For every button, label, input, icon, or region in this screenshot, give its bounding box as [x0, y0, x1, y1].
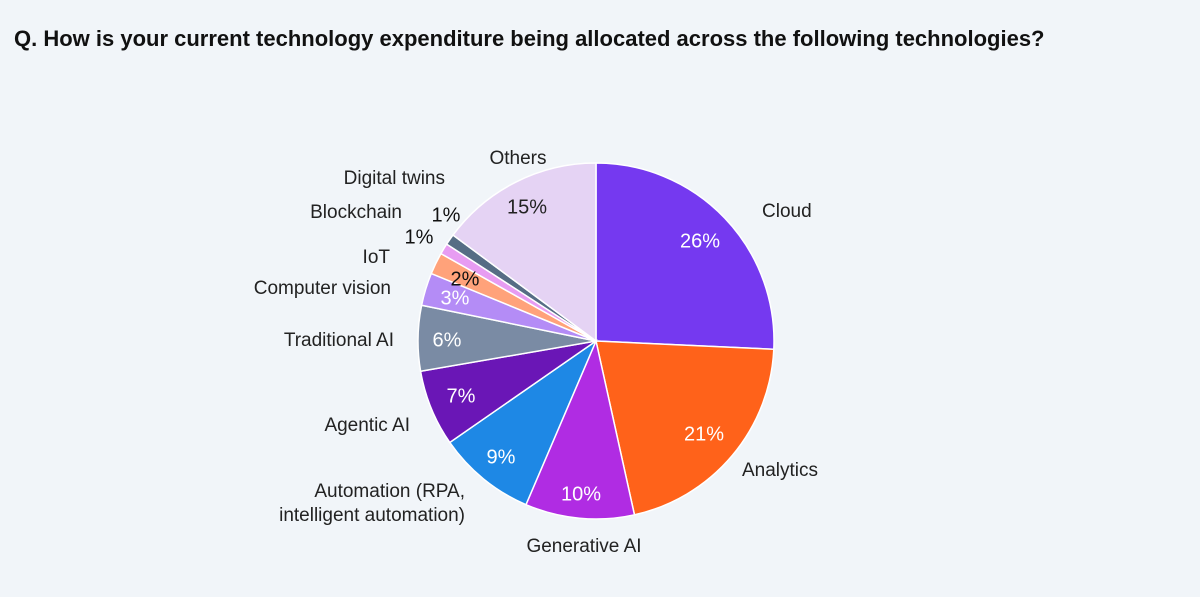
- value-label-iot: 2%: [451, 268, 480, 290]
- value-label-generative-ai: 10%: [561, 483, 601, 505]
- category-label-generative-ai: Generative AI: [526, 536, 641, 557]
- category-label-traditional-ai: Traditional AI: [284, 330, 394, 351]
- pie-slice-analytics: [595, 340, 775, 516]
- category-labels: Cloud Analytics Generative AI Automation (R…: [254, 148, 818, 557]
- category-label-digital-twins: Digital twins: [344, 168, 445, 189]
- percentage-labels: 26% 21% 10% 9% 7% 6% 3%2% 1%1% 15%: [405, 196, 725, 505]
- value-label-cloud: 26%: [680, 230, 720, 252]
- category-label-automation-rpa-intelligent-automation-line-1: Automation (RPA,: [314, 481, 465, 502]
- pie-slice-cloud: [595, 162, 775, 351]
- value-label-digital-twins: 1%: [432, 204, 461, 226]
- category-label-others: Others: [489, 148, 546, 169]
- value-label-traditional-ai: 6%: [433, 329, 462, 351]
- value-label-automation-rpa-intelligent-automation: 9%: [487, 446, 516, 468]
- pie-slice-others: [451, 162, 597, 343]
- category-label-iot: IoT: [363, 247, 391, 268]
- category-label-analytics: Analytics: [742, 460, 818, 481]
- value-label-computer-vision: 3%: [441, 287, 470, 309]
- category-label-blockchain: Blockchain: [310, 202, 402, 223]
- chart-title: Q. How is your current technology expend…: [14, 26, 1045, 51]
- value-label-analytics: 21%: [684, 423, 724, 445]
- category-label-cloud: Cloud: [762, 201, 812, 222]
- value-label-agentic-ai: 7%: [447, 385, 476, 407]
- category-label-computer-vision: Computer vision: [254, 278, 391, 299]
- value-label-others: 15%: [507, 196, 547, 218]
- pie-slice-automation-rpa-intelligent-automation: [448, 338, 598, 506]
- category-label-automation-rpa-intelligent-automation-line-2: intelligent automation): [279, 505, 465, 526]
- category-label-agentic-ai: Agentic AI: [324, 415, 410, 436]
- pie-slices: [417, 162, 775, 520]
- value-label-blockchain: 1%: [405, 226, 434, 248]
- pie-slice-generative-ai: [524, 338, 636, 520]
